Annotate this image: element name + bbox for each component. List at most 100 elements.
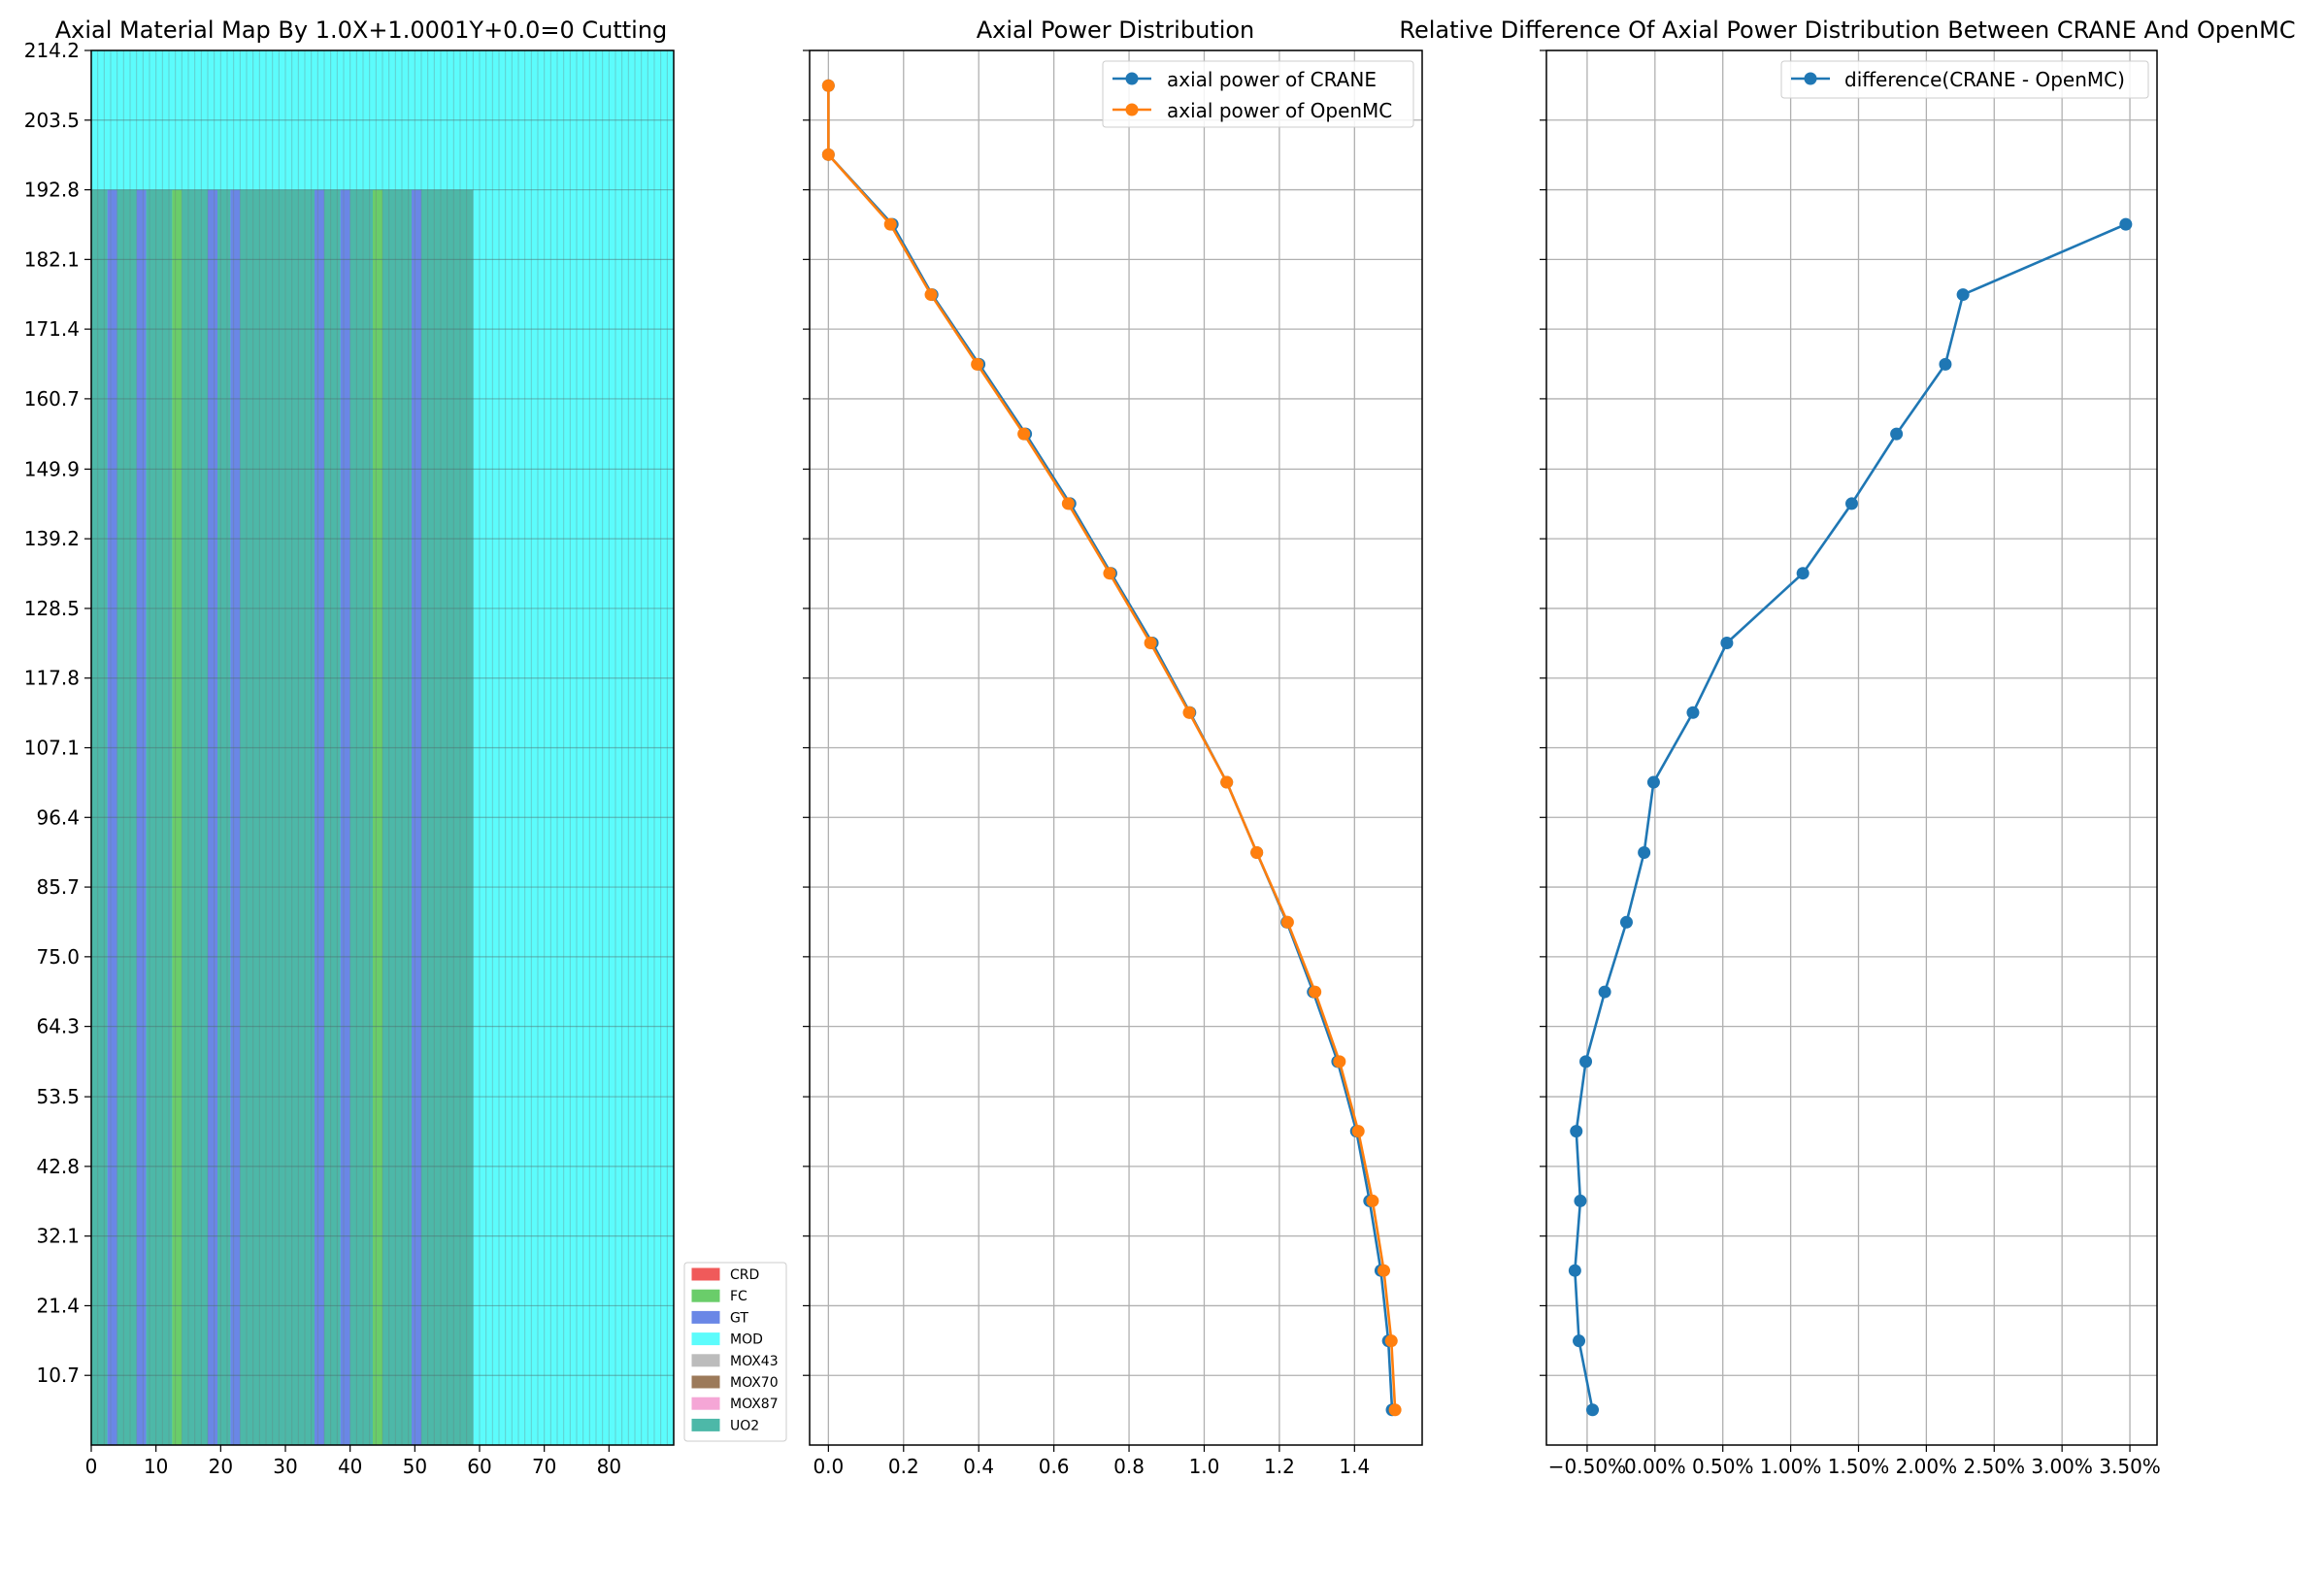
x-tick-label: 1.2 xyxy=(1264,1455,1295,1478)
y-tick-label: 160.7 xyxy=(24,387,80,411)
data-point xyxy=(1686,706,1700,719)
legend-entry-mod: MOD xyxy=(691,1332,763,1348)
x-tick-label: 2.00% xyxy=(1896,1455,1958,1478)
data-point xyxy=(1586,1403,1600,1417)
data-point xyxy=(1351,1125,1365,1138)
data-point xyxy=(1720,636,1734,649)
data-point xyxy=(924,288,938,302)
x-tick-label: 60 xyxy=(467,1455,491,1478)
legend-swatch xyxy=(691,1310,720,1324)
data-point xyxy=(1638,846,1651,860)
y-tick-label: 139.2 xyxy=(24,527,80,550)
x-tick-label: 1.50% xyxy=(1828,1455,1890,1478)
material-map-x-ticks: 0 10 20 30 40 50 60 70 80 xyxy=(85,1445,621,1478)
legend-swatch xyxy=(691,1397,720,1410)
material-column-gt xyxy=(412,189,421,1446)
legend-entry-crane: axial power of CRANE xyxy=(1112,68,1377,91)
legend-entry-gt: GT xyxy=(691,1310,748,1326)
data-point xyxy=(1144,636,1157,649)
data-point xyxy=(1619,915,1633,929)
x-tick-label: 40 xyxy=(338,1455,362,1478)
material-column-uo2 xyxy=(382,189,412,1446)
x-tick-label: 0.8 xyxy=(1113,1455,1145,1478)
y-tick-label: 85.7 xyxy=(36,875,80,899)
legend-swatch xyxy=(691,1375,720,1389)
legend-label: FC xyxy=(730,1289,747,1304)
data-point xyxy=(1574,1194,1587,1207)
data-point xyxy=(1384,1334,1398,1348)
y-tick-label: 192.8 xyxy=(24,179,80,202)
difference-legend: difference(CRANE - OpenMC) xyxy=(1780,60,2149,99)
material-map-cells xyxy=(91,50,674,1446)
x-tick-label: 0.6 xyxy=(1039,1455,1070,1478)
legend-label: GT xyxy=(730,1310,748,1326)
data-point xyxy=(1568,1264,1581,1277)
series-line xyxy=(827,85,1397,1410)
data-point xyxy=(1220,775,1234,789)
material-column-uo2 xyxy=(91,189,108,1446)
legend-entry-crd: CRD xyxy=(691,1267,759,1283)
data-point xyxy=(1017,427,1031,441)
legend-label-openmc: axial power of OpenMC xyxy=(1167,99,1392,122)
x-tick-label: 10 xyxy=(144,1455,168,1478)
y-tick-label: 203.5 xyxy=(24,109,80,132)
legend-label: UO2 xyxy=(730,1418,759,1433)
x-tick-label: 1.00% xyxy=(1760,1455,1822,1478)
material-column-uo2 xyxy=(182,189,208,1446)
data-point xyxy=(1845,497,1858,510)
x-tick-label: 0.50% xyxy=(1692,1455,1754,1478)
data-point xyxy=(1182,706,1196,719)
material-column-uo2 xyxy=(217,189,231,1446)
material-column-uo2 xyxy=(421,189,474,1446)
legend-label: MOX43 xyxy=(730,1354,779,1369)
y-tick-label: 182.1 xyxy=(24,247,80,271)
material-column-gt xyxy=(230,189,241,1446)
material-column-gt xyxy=(315,189,324,1446)
legend-label-crane: axial power of CRANE xyxy=(1167,68,1377,91)
material-column-gt xyxy=(136,189,147,1446)
data-point xyxy=(1366,1194,1379,1207)
material-column-uo2 xyxy=(324,189,341,1446)
data-point xyxy=(2119,217,2133,231)
legend-label: MOX70 xyxy=(730,1375,779,1391)
axial-power-y-ticks xyxy=(803,49,810,1376)
data-point xyxy=(1646,775,1660,789)
axial-power-x-ticks: 0.0 0.2 0.4 0.6 0.8 1.0 1.2 1.4 xyxy=(813,1445,1370,1478)
data-point xyxy=(883,217,897,231)
material-column-uo2 xyxy=(240,189,315,1446)
difference-title: Relative Difference Of Axial Power Distr… xyxy=(1399,16,2295,44)
legend-entry-openmc: axial power of OpenMC xyxy=(1112,99,1392,122)
x-tick-label: 1.4 xyxy=(1339,1455,1370,1478)
y-tick-label: 42.8 xyxy=(36,1155,80,1178)
material-map-legend: CRD FC GT MOD MOX43 MOX70 MOX87 UO2 xyxy=(683,1262,787,1442)
data-point xyxy=(1570,1125,1583,1138)
y-tick-label: 75.0 xyxy=(36,945,80,969)
material-map-legend-items: CRD FC GT MOD MOX43 MOX70 MOX87 UO2 xyxy=(691,1267,779,1433)
material-column-uo2 xyxy=(116,189,137,1446)
material-map-panel: Axial Material Map By 1.0X+1.0001Y+0.0=0… xyxy=(24,16,787,1478)
series-line xyxy=(1574,222,2127,1411)
x-tick-label: −0.50% xyxy=(1548,1455,1626,1478)
material-map-y-ticks: 10.7 21.4 32.1 42.8 53.5 64.3 75.0 85.7 96.4 107.… xyxy=(24,39,91,1387)
y-tick-label: 128.5 xyxy=(24,597,80,620)
y-tick-label: 171.4 xyxy=(24,317,80,341)
material-column-gt xyxy=(340,189,350,1446)
data-point xyxy=(1061,497,1075,510)
y-tick-label: 53.5 xyxy=(36,1085,80,1108)
material-column-uo2 xyxy=(146,189,173,1446)
data-point xyxy=(1103,567,1116,580)
y-tick-label: 107.1 xyxy=(24,737,80,760)
x-tick-label: 50 xyxy=(403,1455,427,1478)
x-tick-label: 70 xyxy=(532,1455,556,1478)
legend-label-difference: difference(CRANE - OpenMC) xyxy=(1844,68,2125,91)
data-point xyxy=(1579,1055,1593,1068)
x-tick-label: 1.0 xyxy=(1189,1455,1220,1478)
data-point xyxy=(821,148,835,161)
legend-swatch xyxy=(691,1332,720,1346)
data-point xyxy=(1333,1055,1346,1068)
difference-panel: Relative Difference Of Axial Power Distr… xyxy=(1399,16,2295,1478)
axial-power-gridlines xyxy=(810,49,1422,1445)
material-map-title: Axial Material Map By 1.0X+1.0001Y+0.0=0… xyxy=(55,16,668,44)
axial-power-panel: Axial Power Distribution 0.0 0.2 0.4 0.6 0.8… xyxy=(803,16,1423,1478)
